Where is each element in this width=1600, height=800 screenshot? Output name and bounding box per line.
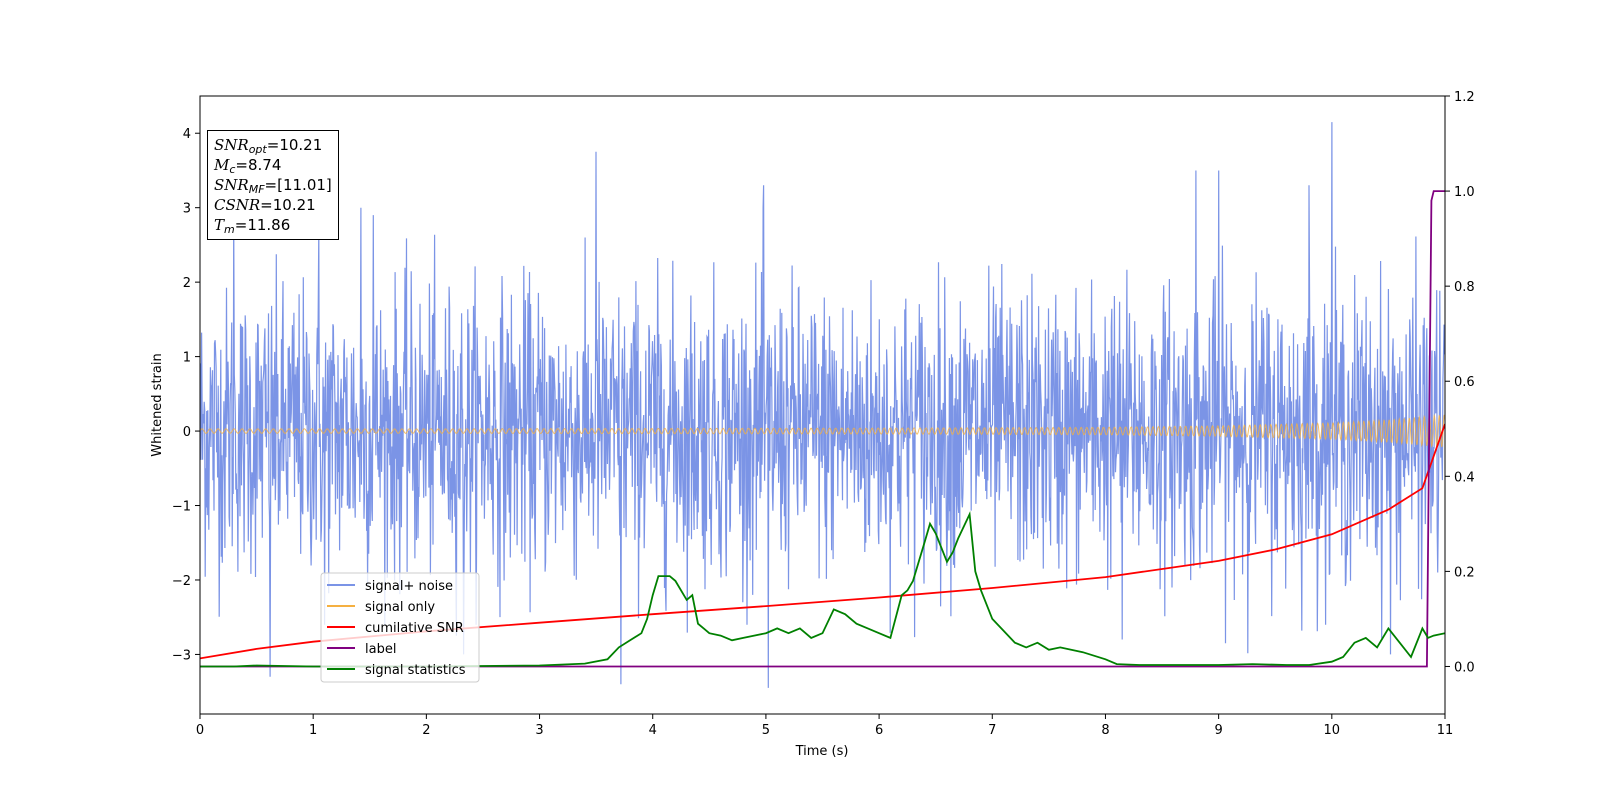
snr-opt-line: SNRopt=10.21 [214, 136, 323, 156]
y-tick-label: 1 [183, 351, 191, 366]
snr-mf-line: SNRMF=[11.01] [214, 176, 332, 196]
x-tick-label: 3 [535, 723, 543, 738]
stats-annotation-box: SNRopt=10.21 Mc=8.74 SNRMF=[11.01] CSNR=… [207, 130, 339, 240]
x-tick-label: 4 [649, 723, 657, 738]
series-signal-statistics [200, 510, 1445, 668]
plot-frame [199, 95, 1446, 715]
legend-label-cumulative-snr: cumilative SNR [365, 621, 464, 636]
y-tick-label: −1 [172, 500, 191, 515]
x-axis: 0 1 2 3 4 5 6 7 8 9 10 11 [196, 714, 1453, 738]
snr-mf-value: [11.01] [277, 176, 332, 194]
x-tick-label: 7 [988, 723, 996, 738]
y2-tick-label: 0.2 [1454, 565, 1475, 580]
x-axis-label: Time (s) [795, 744, 849, 759]
y-axis-label: Whitened strain [150, 353, 165, 456]
x-tick-label: 5 [762, 723, 770, 738]
y2-tick-label: 1.0 [1454, 185, 1475, 200]
csnr-line: CSNR=10.21 [214, 196, 316, 214]
legend: signal+ noise signal only cumilative SNR… [320, 572, 480, 683]
mc-value: 8.74 [248, 156, 282, 174]
y-tick-label: 0 [183, 425, 191, 440]
y-axis-right: 0.0 0.2 0.4 0.6 0.8 1.0 1.2 [1445, 90, 1475, 675]
series-signal-noise [200, 122, 1445, 688]
y-tick-label: −2 [172, 574, 191, 589]
y-axis-left: −3 −2 −1 0 1 2 3 4 [172, 127, 200, 663]
csnr-value: 10.21 [272, 196, 316, 214]
legend-label-label: label [365, 642, 396, 657]
legend-label-signal-only: signal only [365, 600, 435, 615]
y2-tick-label: 0.8 [1454, 280, 1475, 295]
y-tick-label: 3 [183, 202, 191, 217]
y2-tick-label: 0.6 [1454, 375, 1475, 390]
series-label [200, 190, 1445, 668]
x-tick-label: 11 [1437, 723, 1454, 738]
x-tick-label: 1 [309, 723, 317, 738]
legend-label-signal-statistics: signal statistics [365, 663, 466, 678]
x-tick-label: 9 [1214, 723, 1222, 738]
x-tick-label: 2 [422, 723, 430, 738]
tm-line: Tm=11.86 [214, 216, 291, 236]
y-tick-label: −3 [172, 648, 191, 663]
y2-tick-label: 0.4 [1454, 470, 1475, 485]
mc-line: Mc=8.74 [214, 156, 282, 176]
legend-label-signal-noise: signal+ noise [365, 579, 453, 594]
y-tick-label: 4 [183, 127, 191, 142]
x-tick-label: 8 [1101, 723, 1109, 738]
legend-frame [320, 572, 480, 683]
y2-tick-label: 1.2 [1454, 90, 1475, 105]
snr-opt-value: 10.21 [279, 136, 323, 154]
y2-tick-label: 0.0 [1454, 660, 1475, 675]
series-signal-only [200, 413, 1445, 449]
x-tick-label: 10 [1324, 723, 1341, 738]
y-tick-label: 2 [183, 276, 191, 291]
x-tick-label: 0 [196, 723, 204, 738]
x-tick-label: 6 [875, 723, 883, 738]
tm-value: 11.86 [247, 216, 291, 234]
